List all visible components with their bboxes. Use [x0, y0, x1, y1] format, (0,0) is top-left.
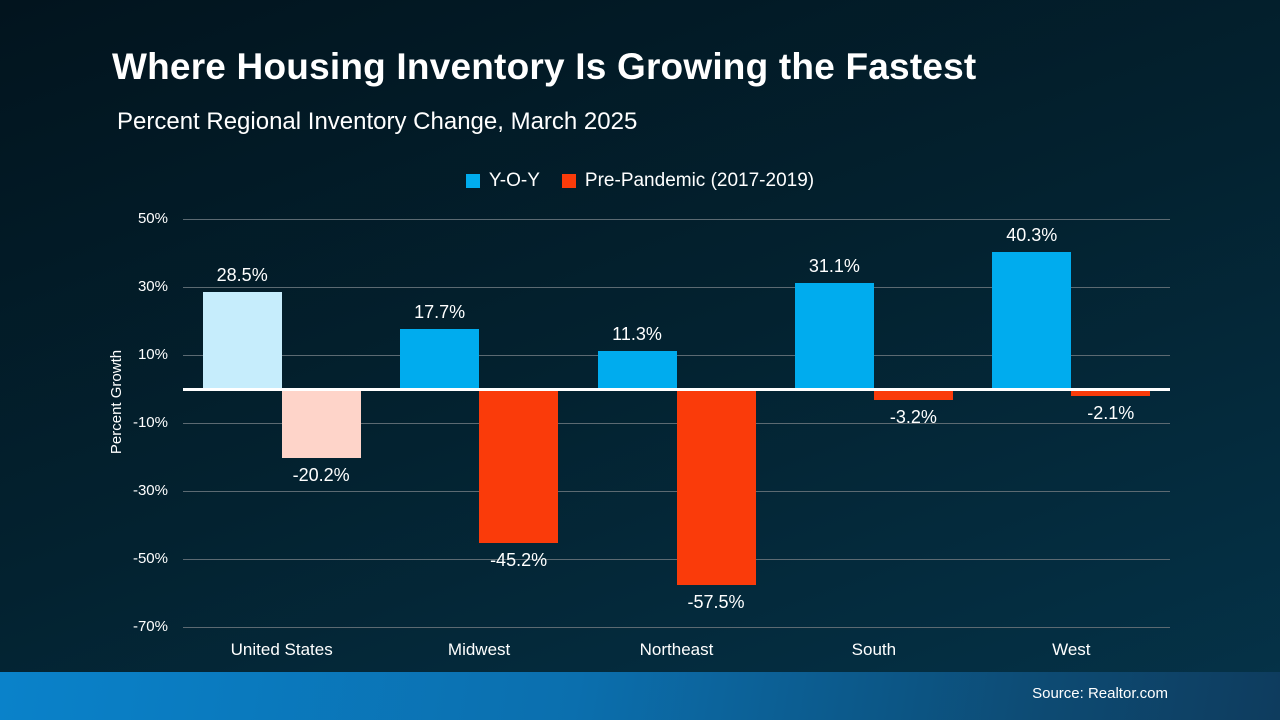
bar-pre-pandemic-2017-2019-south	[873, 389, 953, 400]
legend-item-yoy: Y-O-Y	[465, 170, 540, 192]
y-tick-label: -30%	[132, 482, 168, 499]
x-axis-label: Midwest	[447, 640, 511, 659]
gridline	[183, 286, 1170, 288]
bar-y-o-y-northeast	[597, 350, 677, 389]
bar-value-label: -45.2%	[490, 549, 548, 570]
y-tick-label: -10%	[132, 414, 168, 431]
bar-value-label: -2.1%	[1087, 403, 1135, 424]
zero-axis-line	[183, 387, 1170, 391]
bar-pre-pandemic-2017-2019-united-states	[281, 389, 361, 458]
legend-item-prepandemic: Pre-Pandemic (2017-2019)	[561, 170, 815, 192]
bar-pre-pandemic-2017-2019-west	[1071, 389, 1151, 397]
bar-pre-pandemic-2017-2019-northeast	[676, 389, 756, 585]
bar-pre-pandemic-2017-2019-midwest	[479, 389, 559, 543]
y-tick-label: -70%	[132, 618, 168, 635]
page-subtitle: Percent Regional Inventory Change, March…	[117, 108, 638, 135]
bar-y-o-y-west	[992, 251, 1072, 389]
bar-value-label: 17.7%	[414, 301, 466, 322]
bar-value-label: 11.3%	[612, 323, 662, 344]
y-tick-label: 30%	[137, 278, 168, 295]
page-title: Where Housing Inventory Is Growing the F…	[112, 46, 977, 87]
gridline	[183, 354, 1170, 356]
bar-y-o-y-united-states	[202, 292, 282, 389]
bar-value-label: 40.3%	[1006, 224, 1058, 245]
x-axis-label: West	[1052, 640, 1091, 659]
x-axis-label: Northeast	[639, 640, 714, 659]
gridline	[183, 626, 1170, 628]
bar-value-label: 31.1%	[808, 256, 860, 277]
chart-legend: Y-O-Y Pre-Pandemic (2017-2019)	[0, 170, 1280, 192]
source-credit: Source: Realtor.com	[1032, 685, 1168, 702]
footer-bar: Source: Realtor.com	[0, 672, 1280, 720]
x-axis-label: United States	[230, 640, 333, 659]
bar-y-o-y-midwest	[400, 328, 480, 389]
y-tick-label: -50%	[132, 550, 168, 567]
bar-value-label: 28.5%	[216, 265, 268, 286]
legend-swatch-yoy-icon	[465, 174, 480, 188]
gridline	[183, 218, 1170, 220]
legend-label-yoy: Y-O-Y	[488, 170, 540, 191]
bar-value-label: -3.2%	[889, 406, 937, 427]
y-tick-label: 50%	[137, 210, 168, 227]
bar-y-o-y-south	[794, 283, 874, 389]
y-tick-label: 10%	[137, 346, 168, 363]
bar-value-label: -57.5%	[687, 591, 745, 612]
legend-swatch-prepandemic-icon	[561, 174, 576, 188]
bar-value-label: -20.2%	[292, 464, 350, 485]
x-axis-label: South	[851, 640, 897, 659]
legend-label-prepandemic: Pre-Pandemic (2017-2019)	[584, 170, 815, 191]
